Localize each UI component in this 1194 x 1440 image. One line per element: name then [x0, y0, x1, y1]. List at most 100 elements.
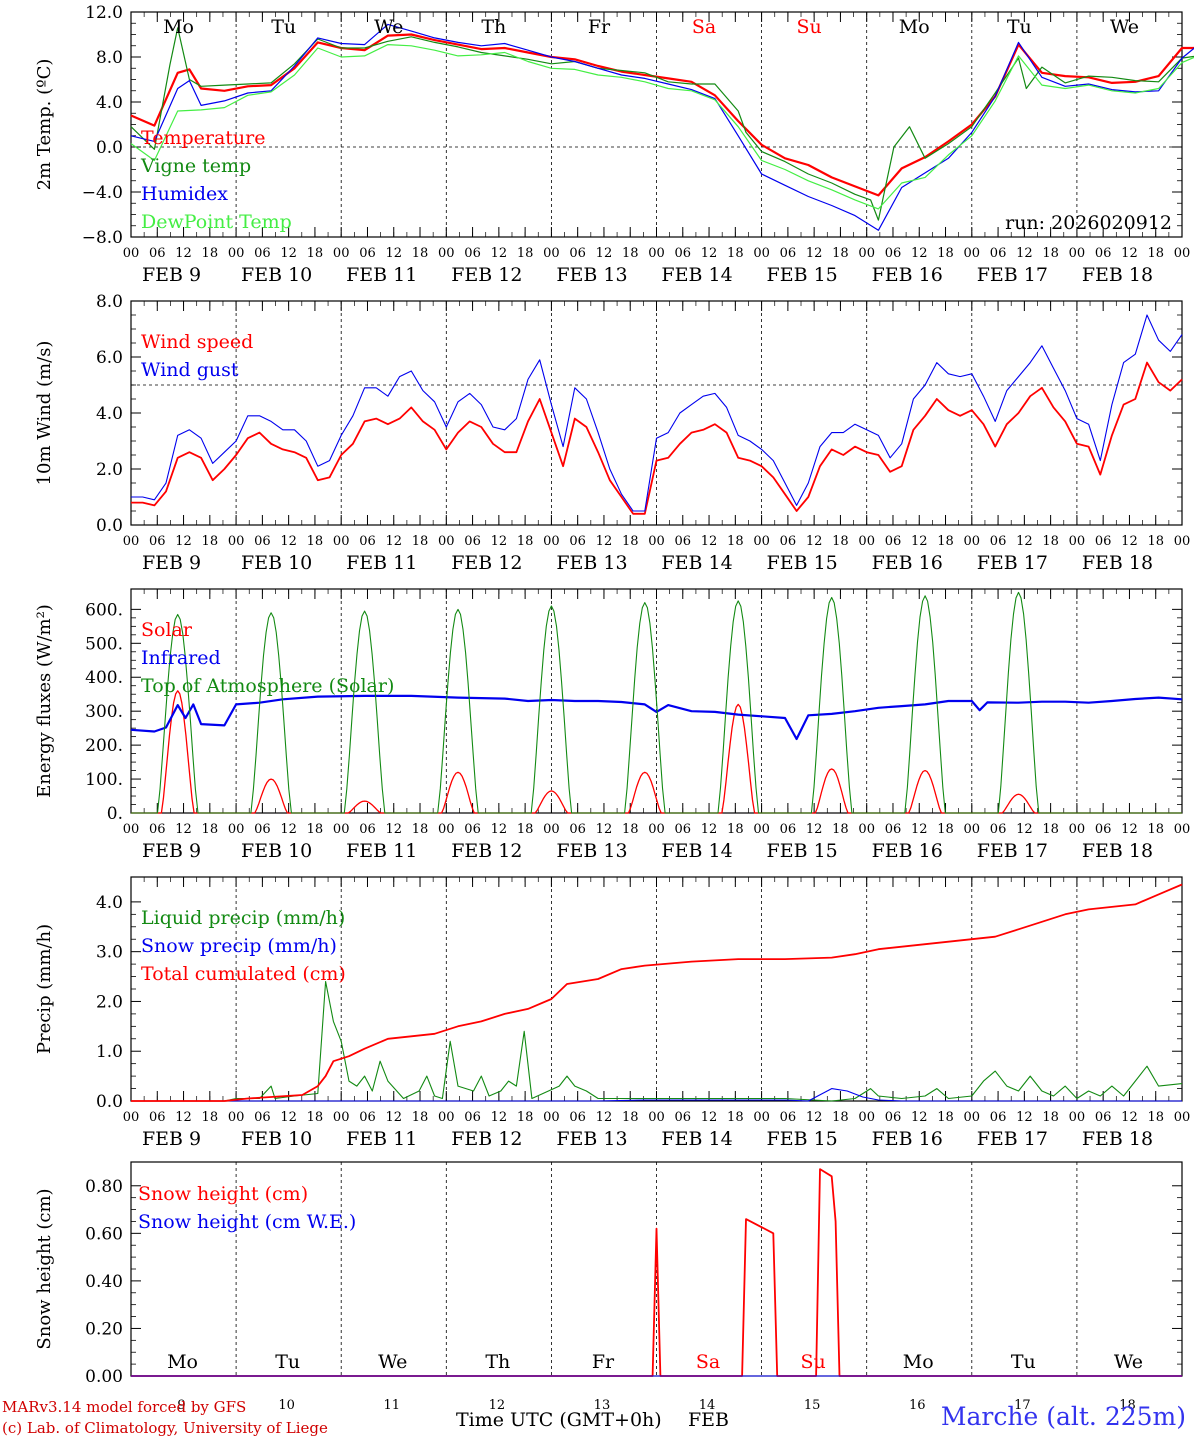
hour-tick-label: 06 [885, 822, 902, 837]
y-tick-label: 0.20 [85, 1319, 123, 1339]
hour-tick-label: 00 [333, 1110, 350, 1125]
hour-tick-label: 18 [517, 1110, 534, 1125]
hour-tick-label: 18 [937, 534, 954, 549]
weekday-label: Mo [163, 16, 194, 38]
date-label: FEB 14 [661, 840, 732, 862]
hour-tick-label: 00 [858, 534, 875, 549]
weekday-label: Tu [275, 1351, 300, 1373]
hour-tick-label: 00 [438, 1110, 455, 1125]
hour-tick-label: 06 [990, 1110, 1007, 1125]
date-label: FEB 9 [142, 1128, 201, 1150]
panel-frame-wind [130, 300, 1183, 526]
date-label: FEB 18 [1082, 840, 1153, 862]
date-label: FEB 10 [241, 264, 312, 286]
hour-tick-label: 06 [780, 822, 797, 837]
hour-tick-label: 06 [149, 246, 166, 261]
y-tick-label: 500. [85, 634, 123, 654]
hour-tick-label: 18 [1147, 822, 1164, 837]
date-label: FEB 18 [1082, 1128, 1153, 1150]
weekday-label: We [1114, 1351, 1143, 1373]
y-tick-label: 0.0 [96, 516, 123, 536]
y-tick-label: 6.0 [96, 348, 123, 368]
legend-entry: Snow height (cm W.E.) [138, 1211, 356, 1233]
hour-tick-label: 00 [753, 246, 770, 261]
series-line-total-cumulated-cm- [131, 883, 1183, 1102]
hour-tick-label: 18 [832, 534, 849, 549]
hour-tick-label: 18 [1147, 534, 1164, 549]
hour-tick-label: 06 [569, 246, 586, 261]
station-title: Marche (alt. 225m) [940, 1402, 1186, 1431]
weekday-label: Fr [588, 16, 611, 38]
date-label: FEB 14 [661, 552, 732, 574]
date-label: FEB 11 [346, 1128, 417, 1150]
series-line-dewpoint-temp [130, 44, 1194, 210]
hour-tick-label: 18 [727, 1110, 744, 1125]
hour-tick-label: 00 [543, 1110, 560, 1125]
hour-tick-label: 06 [464, 822, 481, 837]
hour-tick-label: 06 [254, 534, 271, 549]
legend-entry: Wind speed [141, 331, 253, 353]
hour-tick-label: 06 [464, 534, 481, 549]
hour-tick-label: 00 [123, 822, 140, 837]
y-axis-label: Energy fluxes (W/m²) [34, 604, 55, 798]
hour-tick-label: 00 [543, 822, 560, 837]
hour-tick-label: 12 [280, 822, 297, 837]
day-number-label: 18 [1119, 1398, 1136, 1413]
hour-tick-label: 12 [596, 822, 613, 837]
hour-tick-label: 00 [1174, 822, 1191, 837]
hour-tick-label: 18 [727, 822, 744, 837]
hour-tick-label: 00 [753, 534, 770, 549]
hour-tick-label: 06 [780, 1110, 797, 1125]
hour-tick-label: 06 [990, 534, 1007, 549]
panel-frame-temperature [130, 11, 1183, 238]
hour-tick-label: 06 [1095, 246, 1112, 261]
y-tick-label: 200. [85, 736, 123, 756]
y-tick-label: 4.0 [96, 893, 123, 913]
hour-tick-label: 18 [832, 246, 849, 261]
day-number-label: 17 [1014, 1398, 1031, 1413]
series-line-temperature [130, 33, 1194, 197]
hour-tick-label: 06 [149, 1110, 166, 1125]
hour-tick-label: 06 [990, 246, 1007, 261]
hour-tick-label: 00 [648, 822, 665, 837]
hour-tick-label: 12 [1121, 1110, 1138, 1125]
weekday-label: Tu [271, 16, 296, 38]
hour-tick-label: 18 [1042, 1110, 1059, 1125]
hour-tick-label: 18 [517, 534, 534, 549]
date-label: FEB 18 [1082, 552, 1153, 574]
hour-tick-label: 00 [123, 246, 140, 261]
weekday-label: Th [485, 1351, 510, 1373]
hour-tick-label: 06 [885, 534, 902, 549]
hour-tick-label: 12 [491, 1110, 508, 1125]
y-tick-label: 2.0 [96, 460, 123, 480]
hour-tick-label: 18 [307, 534, 324, 549]
weekday-label: Mo [167, 1351, 198, 1373]
hour-tick-label: 00 [333, 534, 350, 549]
y-axis-label: Snow height (cm) [34, 1188, 55, 1349]
hour-tick-label: 00 [858, 1110, 875, 1125]
hour-tick-label: 00 [438, 822, 455, 837]
hour-tick-label: 06 [675, 534, 692, 549]
date-label: FEB 12 [451, 552, 522, 574]
date-label: FEB 9 [142, 264, 201, 286]
hour-tick-label: 18 [622, 534, 639, 549]
date-label: FEB 17 [977, 264, 1048, 286]
hour-tick-label: 06 [149, 822, 166, 837]
date-label: FEB 15 [767, 264, 838, 286]
hour-tick-label: 00 [123, 1110, 140, 1125]
day-number-label: 9 [177, 1398, 185, 1413]
hour-tick-label: 00 [228, 246, 245, 261]
hour-tick-label: 12 [806, 246, 823, 261]
hour-tick-label: 00 [438, 246, 455, 261]
hour-tick-label: 12 [596, 246, 613, 261]
date-label: FEB 15 [767, 1128, 838, 1150]
weekday-label: Tu [1007, 16, 1032, 38]
hour-tick-label: 12 [701, 246, 718, 261]
hour-tick-label: 12 [701, 1110, 718, 1125]
y-tick-label: −8.0 [82, 228, 123, 248]
hour-tick-label: 00 [543, 246, 560, 261]
hour-tick-label: 06 [569, 1110, 586, 1125]
hour-tick-label: 06 [359, 246, 376, 261]
hour-tick-label: 18 [1147, 1110, 1164, 1125]
y-tick-label: 0.0 [96, 1092, 123, 1112]
